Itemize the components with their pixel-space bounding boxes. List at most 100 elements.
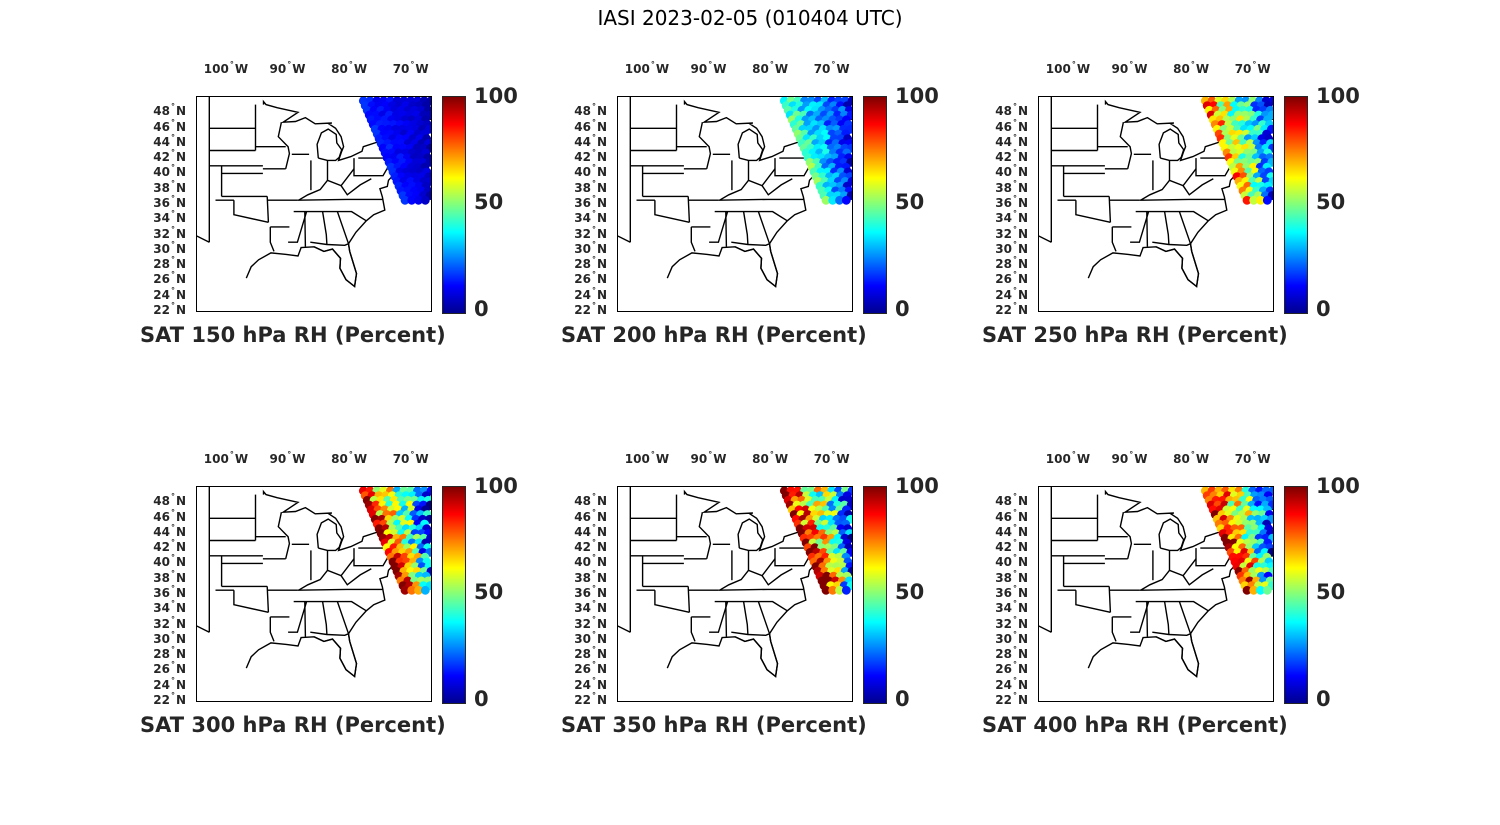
lat-tick-label: 32°N <box>574 224 607 241</box>
colorbar-tick-label: 0 <box>474 687 489 711</box>
colorbar <box>442 486 466 704</box>
state-border <box>618 235 631 243</box>
lon-tick-label: 100°W <box>203 450 249 466</box>
state-border <box>1182 568 1214 586</box>
colorbar-tick-label: 50 <box>1316 580 1346 604</box>
lat-tick-label: 46°N <box>153 117 186 134</box>
lon-tick-label: 80°W <box>752 450 789 466</box>
state-border <box>1039 235 1052 243</box>
colorbar <box>863 96 887 314</box>
state-border <box>654 590 690 613</box>
lat-tick-label: 22°N <box>995 691 1028 707</box>
lat-tick-label: 28°N <box>574 255 607 272</box>
lon-tick-label: 70°W <box>392 60 429 76</box>
rh-obs-point <box>1262 195 1272 205</box>
lat-tick-label: 46°N <box>995 507 1028 524</box>
lat-tick-label: 46°N <box>153 507 186 524</box>
lat-tick-label: 46°N <box>574 507 607 524</box>
rh-obs-point <box>821 585 831 595</box>
state-border <box>288 601 308 633</box>
lat-tick-label: 32°N <box>574 614 607 631</box>
colorbar-tick-label: 100 <box>474 474 518 498</box>
rh-obs-point <box>414 195 423 205</box>
lon-tick-label: 80°W <box>331 450 368 466</box>
lat-tick-label: 38°N <box>574 568 607 585</box>
lat-tick-label: 28°N <box>574 645 607 662</box>
lat-tick-label: 48°N <box>153 102 186 119</box>
colorbar <box>442 96 466 314</box>
lon-tick-label: 70°W <box>813 60 850 76</box>
lat-tick-label: 44°N <box>574 132 607 149</box>
state-border <box>298 168 355 201</box>
lat-tick-label: 28°N <box>153 255 186 272</box>
lat-tick-label: 36°N <box>574 194 607 210</box>
lat-tick-label: 30°N <box>574 239 607 256</box>
lat-tick-label: 36°N <box>153 194 186 210</box>
lat-tick-label: 24°N <box>574 675 607 692</box>
state-border <box>1146 601 1149 637</box>
state-border <box>709 211 729 243</box>
lon-tick-label: 80°W <box>331 60 368 76</box>
florida-outline <box>310 631 358 678</box>
state-border <box>1111 226 1117 252</box>
lat-tick-label: 46°N <box>574 117 607 134</box>
state-border <box>340 178 372 196</box>
state-border <box>1139 198 1225 201</box>
map-frame <box>1038 96 1274 312</box>
lon-tick-label: 80°W <box>1173 450 1210 466</box>
panel-title: SAT 250 hPa RH (Percent) <box>982 323 1288 347</box>
lat-tick-label: 48°N <box>574 102 607 119</box>
florida-outline <box>731 631 779 678</box>
state-border <box>304 211 307 247</box>
lat-tick-label: 42°N <box>995 148 1028 165</box>
map-svg <box>618 487 852 678</box>
colorbar-tick-label: 100 <box>474 84 518 108</box>
lat-tick-label: 40°N <box>153 553 186 570</box>
rh-obs-point <box>1256 585 1265 595</box>
lat-tick-label: 34°N <box>153 599 186 616</box>
state-border <box>618 625 631 633</box>
lat-tick-label: 38°N <box>995 178 1028 195</box>
panel-title: SAT 150 hPa RH (Percent) <box>140 323 446 347</box>
lon-tick-label: 90°W <box>269 450 306 466</box>
colorbar-tick-label: 0 <box>895 297 910 321</box>
colorbar-tick-label: 50 <box>474 580 504 604</box>
state-border <box>304 601 307 637</box>
state-border <box>1182 178 1214 196</box>
lon-tick-label: 90°W <box>1111 450 1148 466</box>
lat-tick-label: 30°N <box>153 629 186 646</box>
lat-tick-label: 26°N <box>995 660 1028 677</box>
state-border <box>197 235 210 243</box>
state-border <box>297 588 383 591</box>
lat-tick-label: 42°N <box>574 538 607 555</box>
lat-tick-label: 46°N <box>995 117 1028 134</box>
florida-outline <box>731 241 779 288</box>
lat-tick-label: 38°N <box>153 568 186 585</box>
lon-tick-label: 100°W <box>1045 450 1091 466</box>
lat-tick-label: 22°N <box>153 691 186 707</box>
lat-tick-label: 32°N <box>153 614 186 631</box>
panel-350: 100°W 90°W 80°W 70°W 48°N 46°N 44°N 42°N 40°N 38°… <box>561 450 939 742</box>
lon-tick-label: 70°W <box>813 450 850 466</box>
state-border <box>269 226 275 252</box>
colorbar-tick-label: 50 <box>895 580 925 604</box>
figure-title: IASI 2023-02-05 (010404 UTC) <box>597 6 903 30</box>
rh-obs-point <box>400 585 410 595</box>
colorbar-tick-label: 100 <box>895 474 939 498</box>
state-border <box>709 601 729 633</box>
lat-tick-label: 42°N <box>995 538 1028 555</box>
state-border <box>757 601 771 634</box>
lat-tick-label: 22°N <box>153 301 186 317</box>
state-border <box>1146 211 1149 247</box>
lat-tick-label: 22°N <box>995 301 1028 317</box>
rh-obs-point <box>414 585 423 595</box>
rh-obs-point <box>1262 585 1272 595</box>
michigan-outline <box>316 128 343 162</box>
rh-obs-point <box>828 195 838 205</box>
lat-tick-label: 40°N <box>574 553 607 570</box>
lat-tick-label: 24°N <box>995 285 1028 302</box>
lat-tick-label: 24°N <box>153 675 186 692</box>
lat-tick-label: 32°N <box>995 614 1028 631</box>
state-border <box>1111 616 1117 642</box>
state-border <box>698 512 712 559</box>
